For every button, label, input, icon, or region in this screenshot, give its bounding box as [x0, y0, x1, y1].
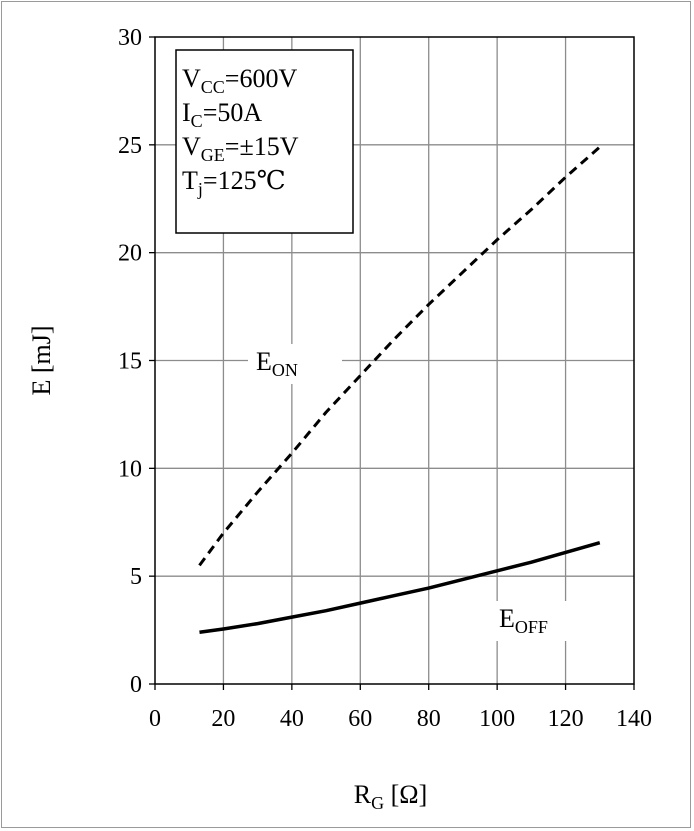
x-tick-label: 40	[280, 706, 304, 732]
series-labels: EON EOFF	[248, 344, 567, 641]
x-tick-label: 120	[548, 706, 584, 732]
condition-text: VCC=600V	[182, 64, 297, 97]
y-tick-label: 15	[118, 349, 142, 375]
y-tick-label: 10	[118, 456, 142, 482]
x-tick-label: 100	[479, 706, 515, 732]
condition-text: Tj=125℃	[182, 166, 286, 199]
series-label-e-off: EOFF	[499, 604, 548, 637]
x-axis-label: RG [Ω]	[354, 780, 427, 813]
series-line-e-off	[199, 541, 601, 634]
x-tick-label: 20	[211, 706, 235, 732]
x-tick-label: 0	[149, 706, 161, 732]
series-line-e-on	[198, 145, 601, 567]
series-layer	[198, 145, 601, 634]
axis-ticks: 0 20 40 60 80 100 120 140 0 5 10 15 20 25 30	[118, 25, 652, 732]
y-tick-label: 5	[130, 564, 142, 590]
x-tick-label: 80	[417, 706, 441, 732]
series-label-e-on: EON	[256, 347, 298, 380]
y-axis-label: E [mJ]	[27, 325, 56, 395]
condition-text: IC=50A	[182, 98, 262, 131]
condition-text: VGE=±15V	[182, 132, 299, 165]
x-tick-label: 140	[616, 706, 652, 732]
y-tick-label: 20	[118, 241, 142, 267]
y-tick-label: 25	[118, 133, 142, 159]
grid	[155, 37, 634, 684]
y-tick-label: 0	[130, 672, 142, 698]
x-tick-label: 60	[348, 706, 372, 732]
conditions-box-border	[175, 49, 354, 234]
series-label-bg	[491, 601, 567, 641]
y-tick-label: 30	[118, 25, 142, 51]
series-label-bg	[248, 344, 342, 384]
